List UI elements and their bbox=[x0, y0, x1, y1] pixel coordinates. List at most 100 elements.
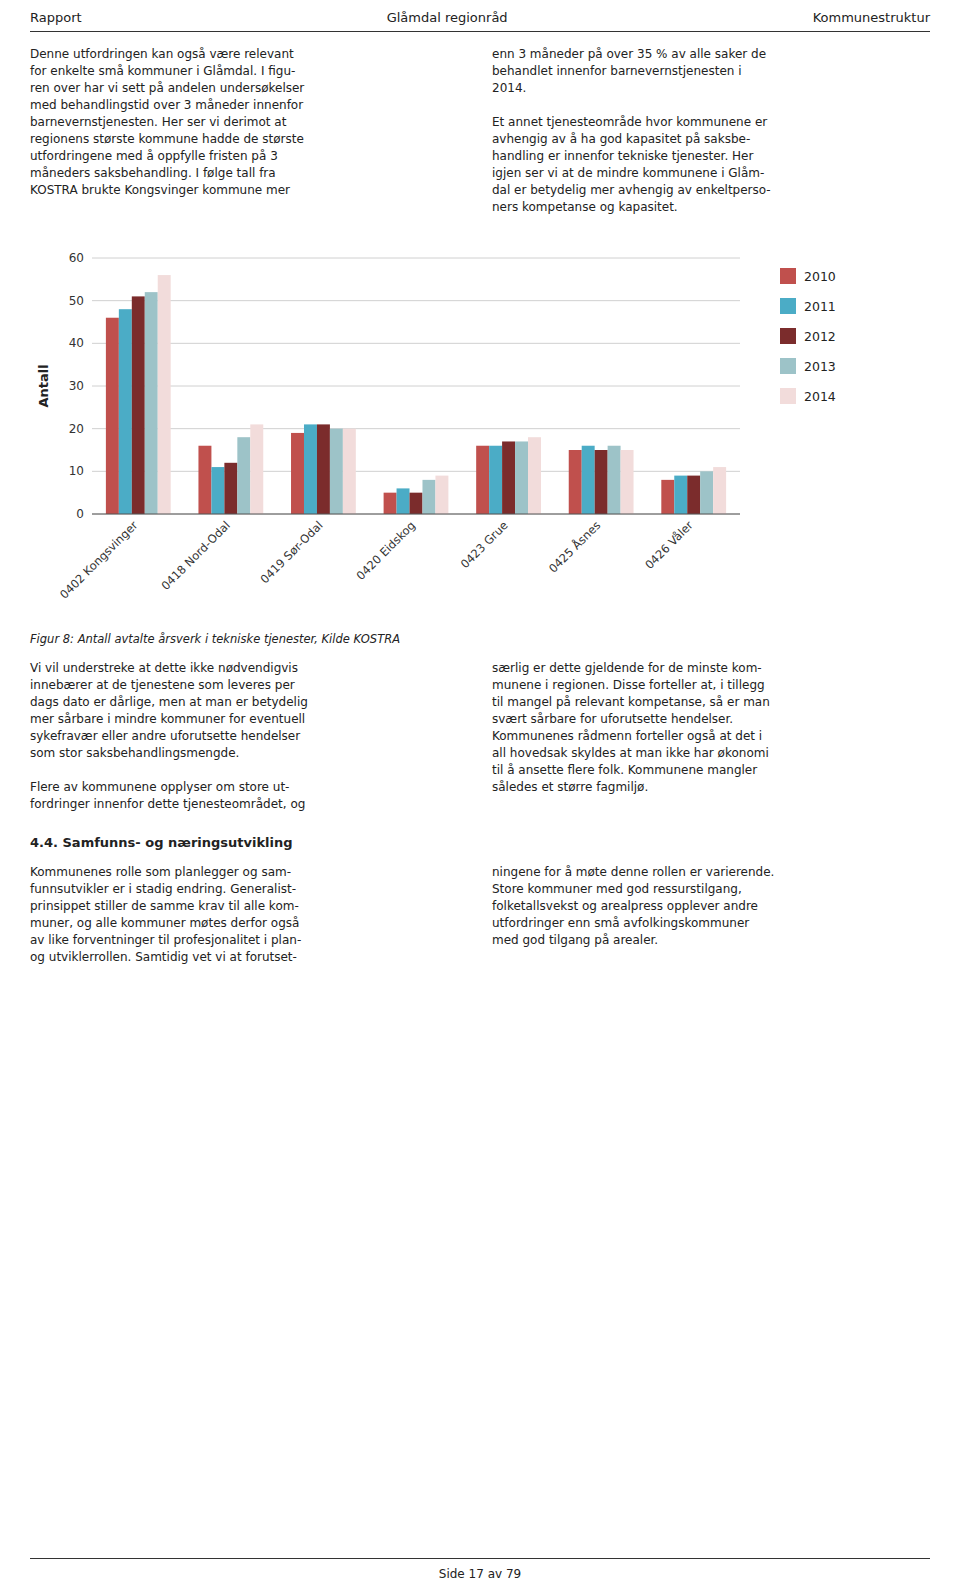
text-line: måneders saksbehandling. I følge tall fr… bbox=[30, 165, 468, 182]
grid-line bbox=[92, 471, 740, 472]
text-line: Vi vil understreke at dette ikke nødvend… bbox=[30, 660, 468, 677]
bar bbox=[621, 450, 634, 514]
bar bbox=[224, 463, 237, 514]
legend-label: 2011 bbox=[804, 299, 836, 314]
bar bbox=[713, 467, 726, 514]
x-tick-label: 0402 Kongsvinger bbox=[57, 518, 141, 602]
legend-swatch bbox=[780, 388, 796, 404]
page: {"page": { "header": ["Rapport", "Glåmda… bbox=[0, 0, 960, 1593]
y-tick-label: 60 bbox=[69, 251, 84, 265]
bar bbox=[343, 429, 356, 514]
bar bbox=[106, 318, 119, 514]
text-line: enn 3 måneder på over 35 % av alle saker… bbox=[492, 46, 930, 63]
bar bbox=[198, 446, 211, 514]
bar bbox=[119, 309, 132, 514]
bar bbox=[528, 437, 541, 514]
text-line: for enkelte små kommuner i Glåmdal. I fi… bbox=[30, 63, 468, 80]
legend-label: 2014 bbox=[804, 389, 836, 404]
bars bbox=[106, 275, 726, 514]
bar bbox=[158, 275, 171, 514]
x-tick-label: 0423 Grue bbox=[458, 518, 511, 571]
legend: 2010 2011 2012 2013 2014 bbox=[780, 268, 836, 404]
text-line: Et annet tjenesteområde hvor kommunene e… bbox=[492, 114, 930, 131]
y-tick-label: 20 bbox=[69, 422, 84, 436]
text-line: Denne utfordringen kan også være relevan… bbox=[30, 46, 468, 63]
bar bbox=[145, 292, 158, 514]
legend-swatch bbox=[780, 298, 796, 314]
text-line: ren over har vi sett på andelen undersøk… bbox=[30, 80, 468, 97]
text-column: særlig er dette gjeldende for de minste … bbox=[492, 660, 930, 813]
paragraph: ningene for å møte denne rollen er varie… bbox=[492, 864, 930, 949]
text-line: 2014. bbox=[492, 80, 930, 97]
bar bbox=[687, 476, 700, 514]
text-line: fordringer innenfor dette tjenesteområde… bbox=[30, 796, 468, 813]
bar bbox=[489, 446, 502, 514]
text-line: til å ansette flere folk. Kommunene mang… bbox=[492, 762, 930, 779]
text-line: ningene for å møte denne rollen er varie… bbox=[492, 864, 930, 881]
text-line: med god tilgang på arealer. bbox=[492, 932, 930, 949]
text-line: særlig er dette gjeldende for de minste … bbox=[492, 660, 930, 677]
text-line: dal er betydelig mer avhengig av enkeltp… bbox=[492, 182, 930, 199]
text-line: all hovedsak skyldes at man ikke har øko… bbox=[492, 745, 930, 762]
grid-line bbox=[92, 300, 740, 301]
text-line: mer sårbare i mindre kommuner for eventu… bbox=[30, 711, 468, 728]
bar bbox=[569, 450, 582, 514]
text-line: muner, og alle kommuner møtes derfor ogs… bbox=[30, 915, 468, 932]
legend-label: 2012 bbox=[804, 329, 836, 344]
y-tick-label: 50 bbox=[69, 294, 84, 308]
text-line: behandlet innenfor barnevernstjenesten i bbox=[492, 63, 930, 80]
legend-swatch bbox=[780, 328, 796, 344]
bar bbox=[410, 493, 423, 514]
paragraph: Et annet tjenesteområde hvor kommunene e… bbox=[492, 114, 930, 216]
bar bbox=[515, 441, 528, 514]
grid bbox=[92, 258, 740, 514]
header: RapportGlåmdal regionrådKommunestruktur bbox=[30, 0, 930, 32]
page-content: RapportGlåmdal regionrådKommunestruktur D… bbox=[30, 0, 930, 966]
text-columns: Kommunenes rolle som planlegger og sam-f… bbox=[30, 864, 930, 966]
bar bbox=[700, 471, 713, 514]
text-line: sykefravær eller andre uforutsette hende… bbox=[30, 728, 468, 745]
text-line: Flere av kommunene opplyser om store ut- bbox=[30, 779, 468, 796]
grid-line bbox=[92, 343, 740, 344]
legend-label: 2010 bbox=[804, 269, 836, 284]
text-line: innebærer at de tjenestene som leveres p… bbox=[30, 677, 468, 694]
y-tick-label: 30 bbox=[69, 379, 84, 393]
text-line: med behandlingstid over 3 måneder innenf… bbox=[30, 97, 468, 114]
text-line: således et større fagmiljø. bbox=[492, 779, 930, 796]
text-line: svært sårbare for uforutsette hendelser. bbox=[492, 711, 930, 728]
legend-swatch bbox=[780, 358, 796, 374]
legend-label: 2013 bbox=[804, 359, 836, 374]
paragraph: Flere av kommunene opplyser om store ut-… bbox=[30, 779, 468, 813]
text-line: handling er innenfor tekniske tjenester.… bbox=[492, 148, 930, 165]
grid-line bbox=[92, 428, 740, 429]
paragraph: Denne utfordringen kan også være relevan… bbox=[30, 46, 468, 199]
bar bbox=[674, 476, 687, 514]
text-line: KOSTRA brukte Kongsvinger kommune mer bbox=[30, 182, 468, 199]
section-title: 4.4. Samfunns- og næringsutvikling bbox=[30, 835, 930, 850]
text-line: avhengig av å ha god kapasitet på saksbe… bbox=[492, 131, 930, 148]
bar bbox=[384, 493, 397, 514]
bar bbox=[330, 429, 343, 514]
paragraph: Kommunenes rolle som planlegger og sam-f… bbox=[30, 864, 468, 966]
bar-chart: 01020304050600402 Kongsvinger0418 Nord-O… bbox=[30, 234, 930, 624]
paragraph: Vi vil understreke at dette ikke nødvend… bbox=[30, 660, 468, 762]
paragraph: enn 3 måneder på over 35 % av alle saker… bbox=[492, 46, 930, 97]
text-line: dags dato er dårlige, men at man er bety… bbox=[30, 694, 468, 711]
bar bbox=[582, 446, 595, 514]
bar bbox=[595, 450, 608, 514]
bar bbox=[317, 424, 330, 514]
bar bbox=[661, 480, 674, 514]
header-text: Glåmdal regionråd bbox=[387, 10, 508, 25]
x-tick-label: 0425 Åsnes bbox=[545, 518, 603, 576]
text-column: Kommunenes rolle som planlegger og sam-f… bbox=[30, 864, 468, 966]
bar bbox=[291, 433, 304, 514]
y-tick-label: 0 bbox=[76, 507, 84, 521]
y-tick-label: 40 bbox=[69, 336, 84, 350]
bar bbox=[237, 437, 250, 514]
text-line: igjen ser vi at de mindre kommunene i Gl… bbox=[492, 165, 930, 182]
bar bbox=[422, 480, 435, 514]
text-column: enn 3 måneder på over 35 % av alle saker… bbox=[492, 46, 930, 216]
text-line: av like forventninger til profesjonalite… bbox=[30, 932, 468, 949]
text-line: barnevernstjenesten. Her ser vi derimot … bbox=[30, 114, 468, 131]
legend-swatch bbox=[780, 268, 796, 284]
